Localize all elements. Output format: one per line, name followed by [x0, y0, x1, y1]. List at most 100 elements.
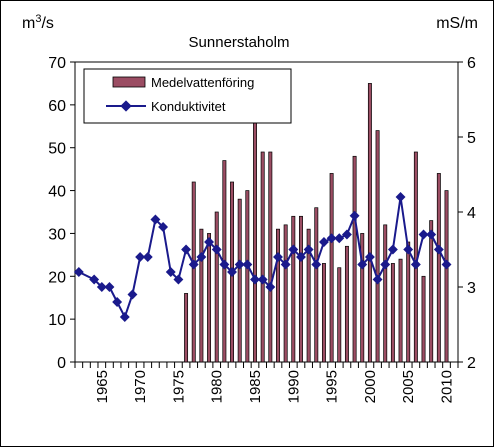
- legend-bar-swatch: [112, 76, 146, 88]
- bar: [406, 241, 411, 363]
- bar: [214, 211, 219, 363]
- right-tick-label: 3: [467, 280, 476, 297]
- line-point: [135, 252, 146, 262]
- line-point: [112, 297, 123, 307]
- line-point: [150, 214, 161, 225]
- line-point: [211, 244, 222, 255]
- legend: Medelvattenföring Konduktivitet: [83, 68, 292, 124]
- line-point: [410, 259, 421, 270]
- line-point: [158, 222, 169, 232]
- x-tick-label: 1965: [94, 370, 111, 403]
- line-point: [188, 259, 199, 270]
- bar: [299, 215, 303, 363]
- x-tick-label: 1990: [285, 370, 302, 403]
- bar-series: [184, 83, 449, 363]
- bar: [306, 228, 311, 363]
- line-point: [119, 312, 130, 322]
- line-point: [234, 259, 245, 270]
- bar: [184, 293, 189, 363]
- bar: [444, 190, 449, 363]
- bar: [314, 207, 319, 363]
- bar: [383, 224, 388, 363]
- right-tick-label: 6: [467, 55, 476, 72]
- bar: [390, 263, 395, 363]
- bar: [276, 228, 280, 363]
- line-point: [250, 274, 260, 285]
- line-point: [341, 229, 352, 240]
- bar: [329, 173, 334, 363]
- line-point: [357, 259, 368, 270]
- right-tick-label: 2: [467, 355, 476, 372]
- bar: [360, 233, 365, 363]
- line-point: [219, 259, 230, 270]
- line-point: [165, 267, 176, 277]
- x-tick-label: 1980: [209, 370, 226, 403]
- line-point: [433, 244, 444, 255]
- line-point: [204, 237, 214, 247]
- bar: [436, 173, 441, 363]
- bar: [367, 83, 372, 363]
- bar: [344, 245, 349, 363]
- right-tick-label: 5: [467, 130, 476, 147]
- left-axis: 0 10 20 30 40 50 60 70: [48, 55, 75, 372]
- right-axis: 2 3 4 5 6: [458, 55, 476, 372]
- line-point: [418, 229, 429, 240]
- x-tick-label: 2000: [362, 370, 379, 403]
- chart-title: Sunnerstaholm: [189, 34, 290, 51]
- bar: [260, 151, 265, 363]
- line-point: [395, 192, 406, 202]
- left-tick-label: 40: [48, 184, 66, 201]
- line-point: [387, 244, 398, 255]
- line-point: [273, 252, 283, 262]
- line-point: [349, 210, 360, 221]
- bar: [253, 117, 257, 363]
- left-tick-label: 0: [57, 355, 66, 372]
- line-point: [364, 252, 375, 262]
- x-tick-label: 1985: [247, 370, 264, 403]
- line-point: [242, 259, 253, 270]
- left-tick-label: 50: [48, 141, 66, 158]
- x-tick-label: 2005: [400, 370, 417, 403]
- line-point: [426, 229, 437, 240]
- left-tick-label: 70: [48, 55, 66, 72]
- right-unit-label: mS/m: [436, 15, 478, 32]
- line-point: [319, 237, 329, 247]
- line-point: [372, 274, 383, 285]
- line-point: [403, 244, 414, 255]
- right-tick-label: 4: [467, 205, 476, 222]
- line-point: [311, 259, 322, 270]
- bar: [291, 215, 296, 363]
- bar: [352, 155, 357, 363]
- line-point: [142, 252, 153, 262]
- line-point: [441, 259, 452, 270]
- line-point: [227, 267, 237, 277]
- line-point: [303, 244, 314, 255]
- line-point: [380, 259, 391, 270]
- bar: [337, 267, 342, 363]
- left-unit-label: m3/s: [22, 13, 54, 32]
- line-point: [280, 259, 291, 270]
- left-tick-label: 10: [48, 312, 66, 329]
- bar: [199, 228, 204, 363]
- line-point: [326, 233, 337, 244]
- bar: [421, 275, 426, 363]
- line-series: [73, 192, 452, 322]
- line-point: [288, 244, 299, 255]
- bar: [268, 151, 273, 363]
- line-point: [127, 289, 138, 300]
- left-tick-label: 60: [48, 98, 66, 115]
- line-point: [265, 282, 276, 292]
- line-point: [104, 282, 115, 292]
- line-point: [173, 274, 184, 285]
- bar: [429, 220, 434, 363]
- x-tick-label: 1995: [324, 370, 341, 403]
- bar: [191, 181, 196, 363]
- bar: [375, 130, 380, 363]
- bar: [321, 263, 326, 363]
- line-point: [181, 244, 192, 255]
- line-point: [296, 252, 306, 262]
- left-axis-unit: m3/s: [22, 13, 54, 32]
- line-point: [196, 252, 207, 262]
- bar: [283, 224, 288, 363]
